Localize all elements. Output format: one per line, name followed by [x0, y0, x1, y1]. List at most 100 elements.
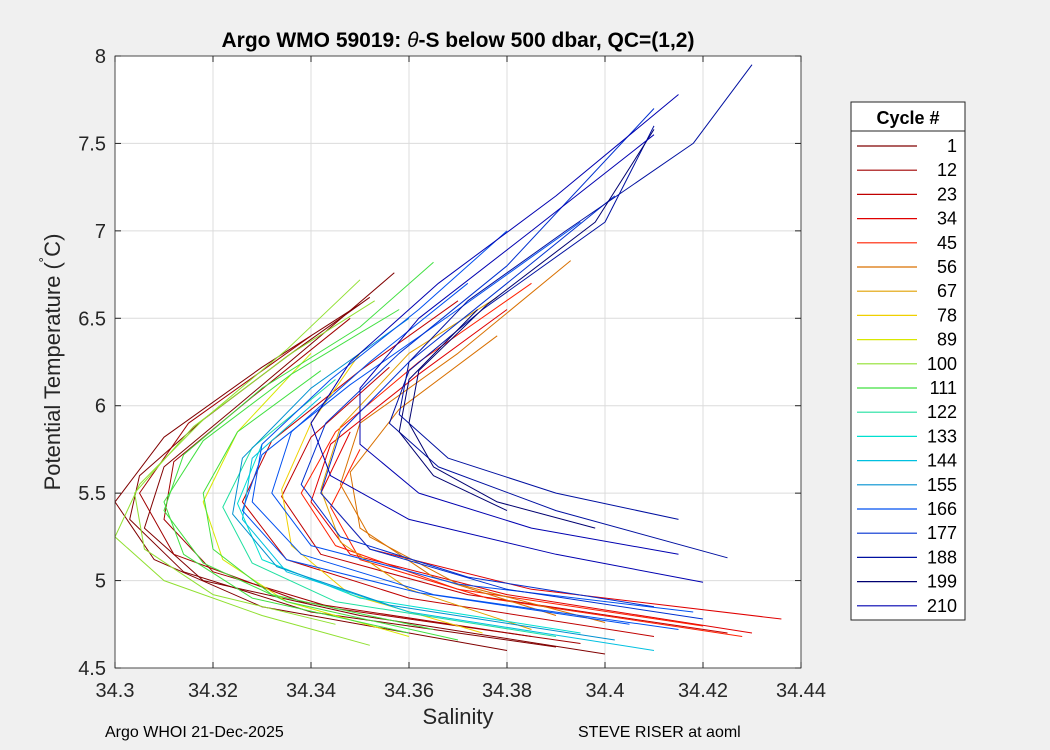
- y-tick-label: 6: [95, 396, 106, 418]
- series-cycle-122: [222, 379, 557, 637]
- legend-label: 111: [930, 378, 957, 398]
- legend-entry-78: 78: [857, 305, 957, 325]
- profile-line-cycle-1: [143, 272, 606, 655]
- legend-label: 1: [947, 136, 957, 156]
- profile-line-cycle-199: [408, 129, 655, 529]
- y-tick-label: 6.5: [78, 308, 106, 330]
- legend-entry-133: 133: [857, 426, 957, 446]
- profile-line-cycle-122: [222, 379, 557, 637]
- legend-entry-45: 45: [857, 233, 957, 253]
- profile-line-cycle-166: [251, 230, 679, 630]
- x-tick-label: 34.3: [96, 680, 135, 702]
- y-label-prefix: Potential Temperature (: [40, 261, 65, 490]
- legend-label: 166: [927, 499, 957, 519]
- legend-entry-111: 111: [857, 378, 957, 398]
- profile-line-cycle-133: [237, 444, 581, 634]
- title-suffix: -S below 500 dbar, QC=(1,2): [418, 29, 694, 52]
- axis-ticks: 34.3 34.32 34.34 34.36 34.38 34.4 34.42 34.44 4.…: [78, 46, 826, 702]
- legend-entry-23: 23: [857, 184, 957, 204]
- legend-entry-210: 210: [857, 596, 957, 616]
- profile-line-cycle-166: [241, 221, 630, 625]
- series-cycle-78: [281, 353, 483, 634]
- y-tick-label: 8: [95, 46, 106, 68]
- profile-line-cycle-199: [398, 309, 508, 512]
- profile-line-cycle-100: [115, 279, 370, 646]
- x-tick-label: 34.36: [384, 680, 434, 702]
- legend-label: 199: [927, 572, 957, 592]
- series-cycle-210: [310, 94, 704, 583]
- profile-line-cycle-144: [241, 396, 655, 651]
- profile-line-cycle-166: [271, 282, 694, 613]
- profile-line-cycle-111: [202, 370, 434, 630]
- legend-label: 89: [937, 330, 957, 350]
- y-tick-label: 7.5: [78, 133, 106, 155]
- legend-label: 144: [927, 451, 957, 471]
- profile-line-cycle-210: [310, 94, 704, 583]
- x-tick-label: 34.38: [482, 680, 532, 702]
- profile-line-cycle-188: [388, 125, 728, 559]
- legend-label: 45: [937, 233, 957, 253]
- legend-entry-12: 12: [857, 160, 957, 180]
- series-cycle-155: [232, 317, 615, 641]
- plot-area: [115, 56, 801, 668]
- y-label-suffix: C): [40, 234, 65, 257]
- x-tick-label: 34.44: [776, 680, 826, 702]
- legend-label: 210: [927, 596, 957, 616]
- legend-entry-34: 34: [857, 209, 957, 229]
- footer-right-text: STEVE RISER at aoml: [578, 724, 741, 741]
- legend-label: 23: [937, 184, 957, 204]
- legend-label: 100: [927, 354, 957, 374]
- legend-label: 34: [937, 209, 957, 229]
- legend-label: 155: [927, 475, 957, 495]
- legend-entry-122: 122: [857, 402, 957, 422]
- legend-title: Cycle #: [876, 108, 939, 128]
- legend-label: 188: [927, 547, 957, 567]
- legend-entry-89: 89: [857, 330, 957, 350]
- plot-background: [115, 56, 801, 668]
- x-tick-label: 34.4: [586, 680, 625, 702]
- legend-label: 12: [937, 160, 957, 180]
- plot-frame: [114, 55, 802, 669]
- y-tick-label: 5: [95, 571, 106, 593]
- profile-line-cycle-67: [320, 296, 532, 630]
- x-tick-label: 34.34: [286, 680, 336, 702]
- y-label-degree: ˚: [39, 257, 56, 262]
- series-cycle-89: [202, 352, 410, 637]
- legend-label: 56: [937, 257, 957, 277]
- x-tick-label: 34.42: [678, 680, 728, 702]
- legend-entry-100: 100: [857, 354, 957, 374]
- series-cycle-188: [388, 64, 753, 559]
- x-axis-label: Salinity: [423, 704, 494, 729]
- profile-line-cycle-45: [330, 449, 743, 637]
- legend-entry-67: 67: [857, 281, 957, 301]
- legend-entry-144: 144: [857, 451, 957, 471]
- y-tick-label: 7: [95, 221, 106, 243]
- legend-entry-155: 155: [857, 475, 957, 495]
- legend-label: 78: [937, 305, 957, 325]
- profile-line-cycle-78: [281, 353, 483, 634]
- profile-line-cycle-111: [163, 309, 410, 634]
- profile-line-cycle-210: [359, 134, 679, 555]
- profile-line-cycle-188: [398, 64, 753, 520]
- series-cycle-100: [115, 279, 375, 646]
- legend-entry-177: 177: [857, 523, 957, 543]
- title-prefix: Argo WMO 59019:: [222, 29, 408, 52]
- series-cycle-144: [241, 396, 655, 651]
- legend-entry-199: 199: [857, 572, 957, 592]
- series-cycle-199: [398, 129, 655, 529]
- legend: Cycle # 1 12 23 34 45 56 67 78 89 100 111 122 133 144…: [850, 101, 966, 621]
- legend-entry-1: 1: [857, 136, 957, 156]
- profile-line-cycle-89: [202, 352, 410, 637]
- legend-entries: 1 12 23 34 45 56 67 78 89 100 111 122 133 144 155 166 17…: [857, 136, 957, 616]
- footer-left-text: Argo WHOI 21-Dec-2025: [105, 724, 284, 741]
- legend-entry-188: 188: [857, 547, 957, 567]
- series-cycle-133: [237, 444, 581, 634]
- profile-line-cycle-34: [310, 309, 753, 634]
- legend-entry-166: 166: [857, 499, 957, 519]
- y-tick-label: 4.5: [78, 658, 106, 680]
- series-cycle-166: [241, 221, 694, 630]
- data-lines: [115, 64, 782, 655]
- title-theta: θ: [407, 29, 419, 52]
- x-tick-label: 34.32: [188, 680, 238, 702]
- legend-label: 177: [927, 523, 957, 543]
